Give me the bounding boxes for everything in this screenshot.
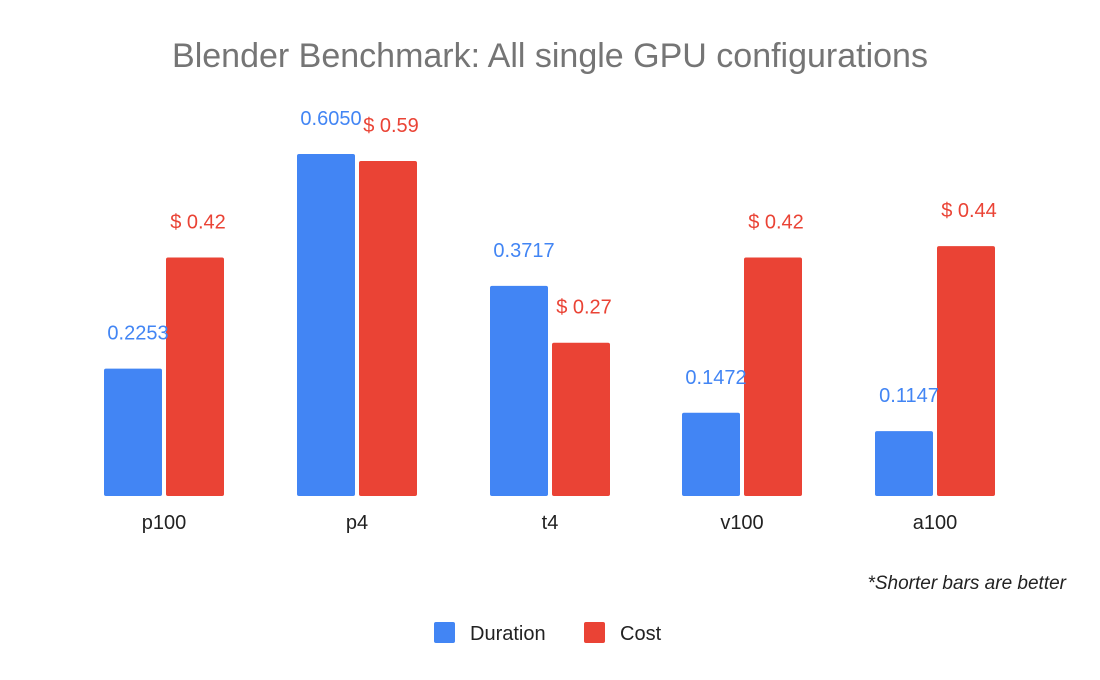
legend-swatch-cost <box>584 622 605 643</box>
category-label-v100: v100 <box>720 512 763 534</box>
chart-title: Blender Benchmark: All single GPU config… <box>172 37 928 75</box>
data-label-cost-a100: $ 0.44 <box>941 200 997 222</box>
legend-item-cost[interactable]: Cost <box>584 622 662 645</box>
category-label-p100: p100 <box>142 512 187 534</box>
data-label-duration-a100: 0.1147 <box>879 385 939 407</box>
legend-label-duration: Duration <box>470 623 546 645</box>
category-labels-layer: p100 p4 t4 v100 a100 <box>142 512 958 534</box>
data-label-duration-p4: 0.6050 <box>300 108 361 130</box>
legend-item-duration[interactable]: Duration <box>434 622 546 645</box>
data-label-duration-v100: 0.1472 <box>685 367 746 389</box>
data-label-cost-p100: $ 0.42 <box>170 212 226 234</box>
bars-layer <box>104 154 995 496</box>
bar-cost-v100[interactable] <box>744 257 802 496</box>
data-label-cost-v100: $ 0.42 <box>748 212 804 234</box>
bar-cost-p100[interactable] <box>166 257 224 496</box>
bar-duration-a100[interactable] <box>875 431 933 496</box>
bar-duration-p4[interactable] <box>297 154 355 496</box>
data-label-duration-t4: 0.3717 <box>493 240 554 262</box>
legend: Duration Cost <box>434 622 662 645</box>
data-label-cost-t4: $ 0.27 <box>556 297 612 319</box>
category-label-a100: a100 <box>913 512 958 534</box>
bar-cost-a100[interactable] <box>937 246 995 496</box>
category-label-p4: p4 <box>346 512 368 534</box>
legend-label-cost: Cost <box>620 623 662 645</box>
bar-duration-p100[interactable] <box>104 368 162 496</box>
bar-cost-p4[interactable] <box>359 161 417 496</box>
data-label-duration-p100: 0.2253 <box>107 323 168 345</box>
bar-duration-t4[interactable] <box>490 285 548 496</box>
data-labels-layer: 0.2253 $ 0.42 0.6050 $ 0.59 0.3717 $ 0.27 0.14… <box>107 108 996 407</box>
legend-swatch-duration <box>434 622 455 643</box>
bar-cost-t4[interactable] <box>552 342 610 496</box>
category-label-t4: t4 <box>542 512 559 534</box>
bar-duration-v100[interactable] <box>682 412 740 496</box>
data-label-cost-p4: $ 0.59 <box>363 115 419 137</box>
footnote: *Shorter bars are better <box>867 573 1066 594</box>
